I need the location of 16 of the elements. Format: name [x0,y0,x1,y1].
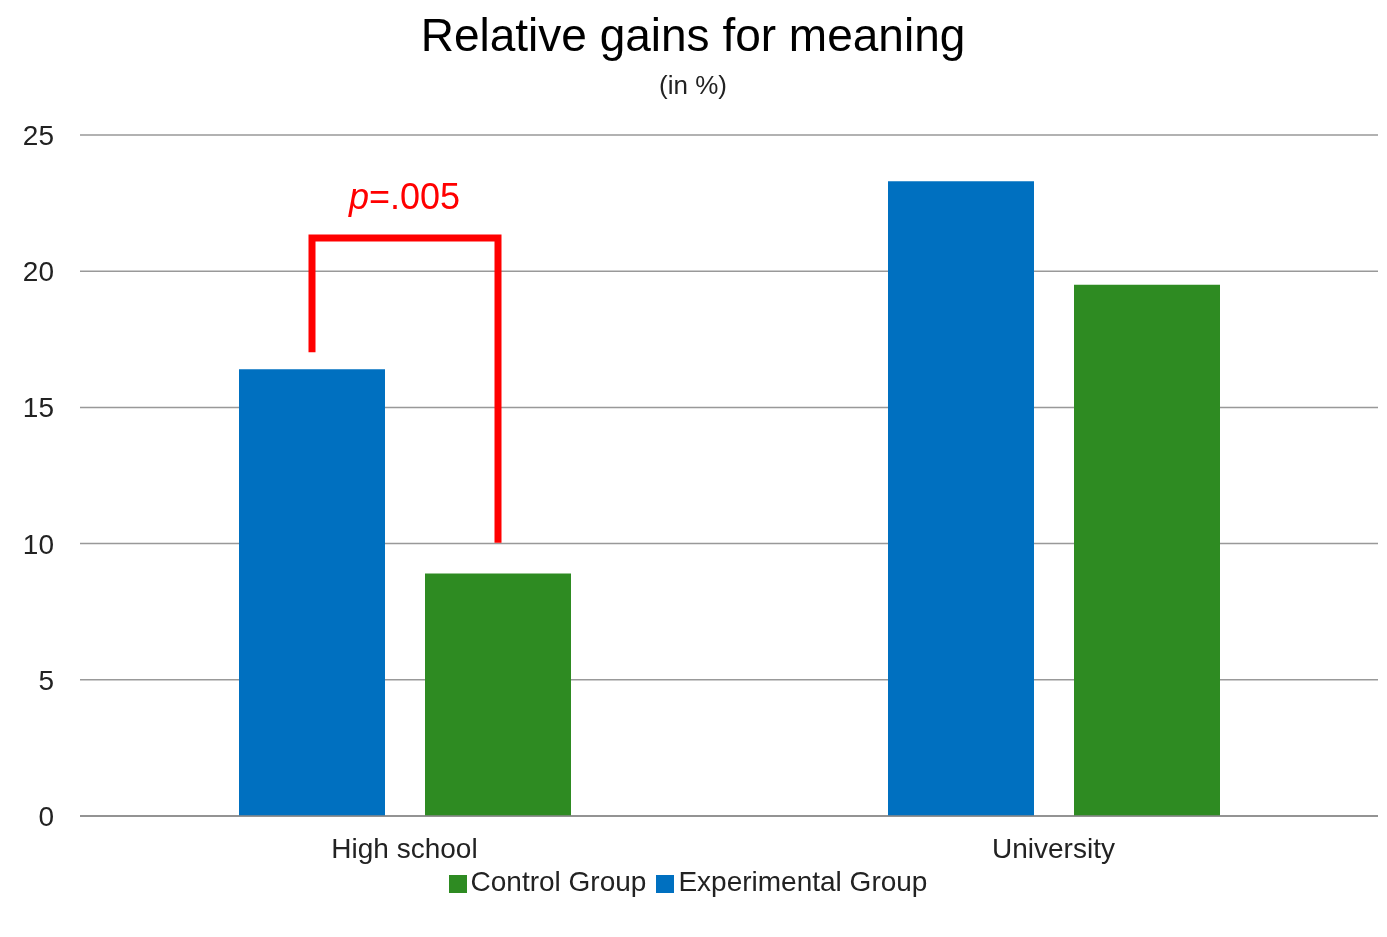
y-tick-label: 0 [38,800,54,832]
legend-label: Control Group [470,866,647,897]
x-tick-label: University [992,832,1115,864]
chart-title: Relative gains for meaning [419,8,967,62]
bar [1074,284,1220,816]
y-tick-label: 20 [22,256,54,288]
y-tick-label: 5 [38,664,54,696]
legend-label: Experimental Group [678,866,928,897]
x-tick-label: High school [331,832,478,864]
y-tick-label: 15 [22,392,54,424]
chart-subtitle: (in %) [658,70,728,101]
y-tick-label: 25 [22,119,54,151]
y-tick-label: 10 [22,528,54,560]
annotation: p=.005 [347,176,462,219]
bar [425,573,571,816]
bar [888,181,1034,816]
